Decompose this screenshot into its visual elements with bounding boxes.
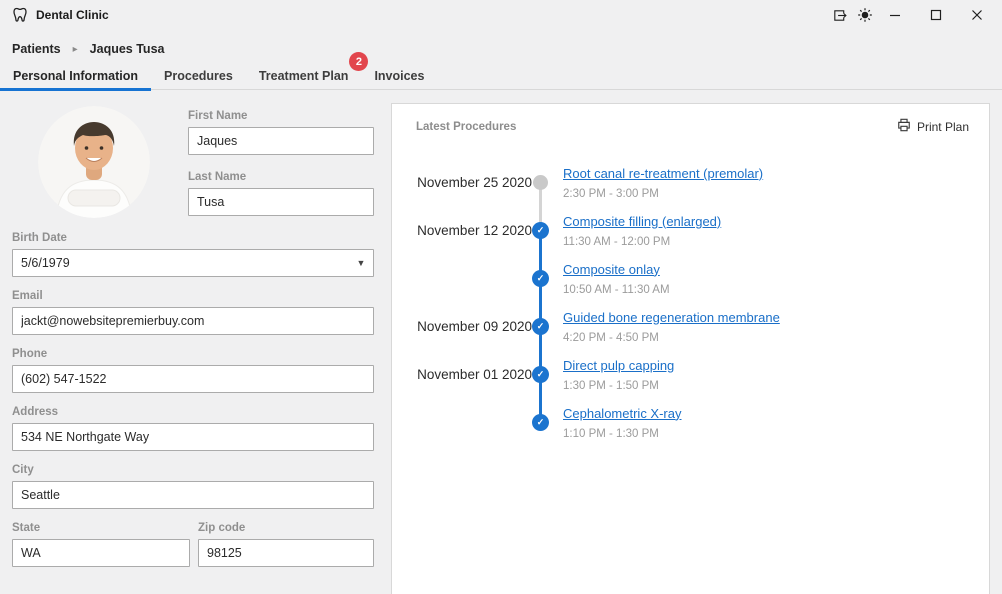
first-name-input[interactable] xyxy=(188,127,374,155)
procedure-time: 11:30 AM - 12:00 PM xyxy=(563,235,671,248)
last-name-label: Last Name xyxy=(188,171,247,183)
latest-procedures-card: Latest Procedures Print Plan November 25… xyxy=(391,103,990,594)
tab-label: Treatment Plan xyxy=(258,69,349,83)
app-title: Dental Clinic xyxy=(36,8,109,22)
timeline-row: November 25 2020 Root canal re-treatment… xyxy=(412,158,972,206)
timeline-date: November 12 2020 xyxy=(417,222,532,238)
city-label: City xyxy=(12,464,34,476)
procedure-time: 1:30 PM - 1:50 PM xyxy=(563,379,659,392)
phone-label: Phone xyxy=(12,348,48,360)
procedure-time: 1:10 PM - 1:30 PM xyxy=(563,427,659,440)
procedure-time: 4:20 PM - 4:50 PM xyxy=(563,331,659,344)
print-plan-button[interactable]: Print Plan xyxy=(897,118,969,135)
tooth-icon xyxy=(12,7,28,23)
breadcrumb: Patients ▸ Jaques Tusa xyxy=(12,38,164,60)
treatment-plan-badge: 2 xyxy=(349,52,369,71)
minimize-button[interactable] xyxy=(880,0,910,30)
phone-input[interactable] xyxy=(12,365,374,393)
tab-strip: Personal Information Procedures Treatmen… xyxy=(0,52,1002,91)
timeline-marker xyxy=(532,317,549,335)
timeline-row: November 09 2020 Guided bone regeneratio… xyxy=(412,302,972,350)
tab-label: Personal Information xyxy=(13,69,139,83)
procedure-time: 2:30 PM - 3:00 PM xyxy=(563,187,659,200)
birth-date-input[interactable] xyxy=(12,249,374,277)
procedure-time: 10:50 AM - 11:30 AM xyxy=(563,283,670,296)
tab-procedures[interactable]: Procedures xyxy=(151,62,246,90)
address-input[interactable] xyxy=(12,423,374,451)
timeline-marker xyxy=(532,413,549,431)
zip-code-input[interactable] xyxy=(198,539,374,567)
timeline-row: November 12 2020 Composite filling (enla… xyxy=(412,206,972,254)
city-input[interactable] xyxy=(12,481,374,509)
dropdown-arrow-icon[interactable]: ▼ xyxy=(356,258,366,268)
personal-info-form: First Name Last Name Birth Date ▼ Email … xyxy=(12,100,374,567)
chevron-right-icon: ▸ xyxy=(72,43,78,55)
tab-label: Invoices xyxy=(374,69,425,83)
state-input[interactable] xyxy=(12,539,190,567)
state-label: State xyxy=(12,522,41,534)
procedure-link[interactable]: Composite onlay xyxy=(563,261,660,277)
first-name-label: First Name xyxy=(188,110,248,122)
procedure-link[interactable]: Root canal re-treatment (premolar) xyxy=(563,165,764,181)
timeline-marker xyxy=(532,365,549,383)
tab-personal-information[interactable]: Personal Information xyxy=(0,62,152,91)
timeline-marker xyxy=(533,174,548,190)
birth-date-label: Birth Date xyxy=(12,232,67,244)
email-label: Email xyxy=(12,290,43,302)
exit-app-button[interactable] xyxy=(826,0,852,30)
timeline-date: November 09 2020 xyxy=(417,318,532,334)
theme-toggle-icon[interactable] xyxy=(852,0,878,30)
timeline: November 25 2020 Root canal re-treatment… xyxy=(412,158,972,446)
procedure-link[interactable]: Direct pulp capping xyxy=(563,357,675,373)
procedure-link[interactable]: Composite filling (enlarged) xyxy=(563,213,722,229)
procedure-link[interactable]: Guided bone regeneration membrane xyxy=(563,309,780,325)
procedure-link[interactable]: Cephalometric X-ray xyxy=(563,405,682,421)
timeline-row: Cephalometric X-ray 1:10 PM - 1:30 PM xyxy=(412,398,972,446)
print-plan-label: Print Plan xyxy=(916,119,969,134)
email-input[interactable] xyxy=(12,307,374,335)
tab-label: Procedures xyxy=(164,69,233,83)
timeline-marker xyxy=(532,269,549,287)
timeline-row: November 01 2020 Direct pulp capping 1:3… xyxy=(412,350,972,398)
breadcrumb-patients[interactable]: Patients xyxy=(12,42,61,56)
timeline-date: November 01 2020 xyxy=(417,366,532,382)
timeline-date: November 25 2020 xyxy=(417,174,532,190)
timeline-row: Composite onlay 10:50 AM - 11:30 AM xyxy=(412,254,972,302)
zip-code-label: Zip code xyxy=(198,522,246,534)
patient-avatar xyxy=(38,106,150,218)
maximize-button[interactable] xyxy=(921,0,951,30)
breadcrumb-current-patient: Jaques Tusa xyxy=(89,42,165,56)
timeline-line-pending xyxy=(539,182,542,230)
last-name-input[interactable] xyxy=(188,188,374,216)
timeline-marker xyxy=(532,221,549,239)
title-bar: Dental Clinic xyxy=(0,0,1002,30)
tab-treatment-plan[interactable]: Treatment Plan 2 xyxy=(246,52,369,90)
address-label: Address xyxy=(12,406,59,418)
card-title: Latest Procedures xyxy=(416,120,517,133)
printer-icon xyxy=(897,118,911,135)
close-button[interactable] xyxy=(962,0,992,30)
tab-invoices[interactable]: Invoices xyxy=(361,62,437,90)
